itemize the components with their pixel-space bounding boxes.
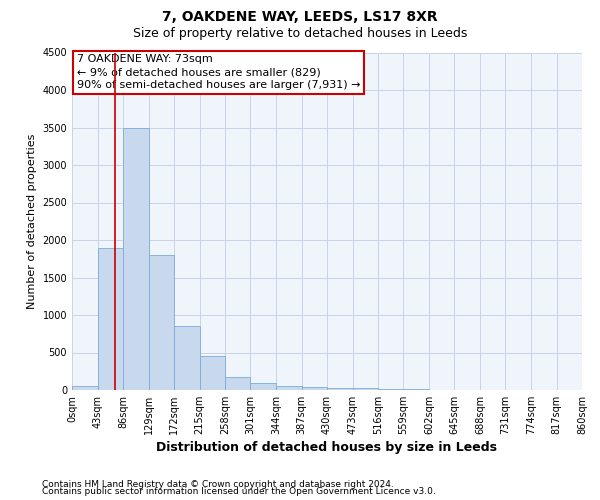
X-axis label: Distribution of detached houses by size in Leeds: Distribution of detached houses by size … [157, 441, 497, 454]
Bar [149, 255, 174, 390]
Bar [302, 387, 327, 390]
Bar [251, 382, 276, 390]
Y-axis label: Number of detached properties: Number of detached properties [27, 134, 37, 309]
Text: Contains public sector information licensed under the Open Government Licence v3: Contains public sector information licen… [42, 488, 436, 496]
Text: Contains HM Land Registry data © Crown copyright and database right 2024.: Contains HM Land Registry data © Crown c… [42, 480, 394, 489]
Bar [225, 377, 251, 390]
Bar [72, 386, 97, 390]
Text: 7 OAKDENE WAY: 73sqm
← 9% of detached houses are smaller (829)
90% of semi-detac: 7 OAKDENE WAY: 73sqm ← 9% of detached ho… [77, 54, 360, 90]
Text: 7, OAKDENE WAY, LEEDS, LS17 8XR: 7, OAKDENE WAY, LEEDS, LS17 8XR [162, 10, 438, 24]
Text: Size of property relative to detached houses in Leeds: Size of property relative to detached ho… [133, 28, 467, 40]
Bar [276, 386, 302, 390]
Bar [174, 326, 199, 390]
Bar [353, 388, 378, 390]
Bar [123, 128, 149, 390]
Bar [378, 389, 403, 390]
Bar [97, 248, 123, 390]
Bar [327, 388, 353, 390]
Bar [199, 356, 225, 390]
